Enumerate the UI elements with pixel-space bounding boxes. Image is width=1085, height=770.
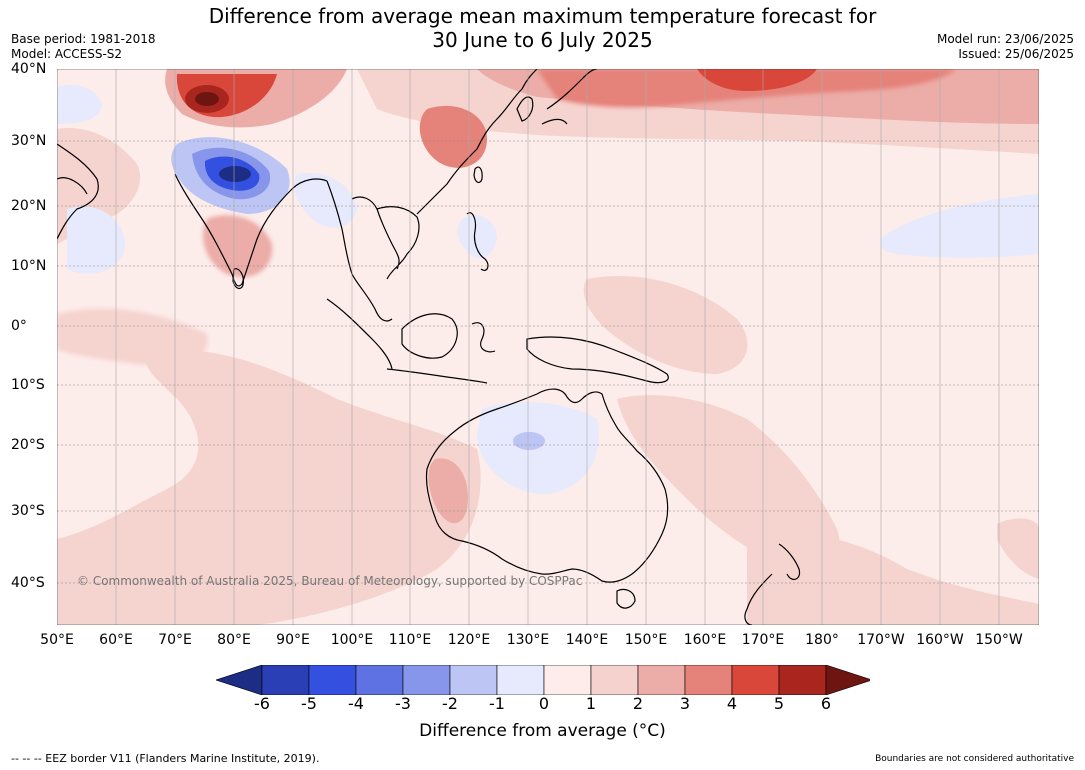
lat-tick-label: 20°N [11, 198, 47, 214]
lon-tick-label: 130°E [506, 632, 550, 648]
lon-tick-label: 150°E [624, 632, 668, 648]
meridians [115, 69, 1000, 625]
anomaly-region-west-ocean-cool [67, 206, 126, 274]
anomaly-region-east-pacific [997, 518, 1039, 579]
anomaly-region-peak-hottest [195, 92, 219, 106]
lat-tick-label: 30°S [11, 503, 45, 519]
colorbar-tick-label: 6 [820, 694, 832, 713]
eez-legend: -- -- -- EEZ border V11 (Flanders Marine… [11, 752, 320, 765]
lon-tick-label: 160°E [683, 632, 727, 648]
anomaly-region-pacific-hot [697, 69, 817, 91]
lon-tick-label: 110°E [388, 632, 432, 648]
lon-tick-label: 170°E [741, 632, 785, 648]
colorbar-segment [731, 665, 780, 695]
lon-tick-label: 100°E [330, 632, 374, 648]
lon-tick-label: 150°W [975, 632, 1023, 648]
colorbar-title: Difference from average (°C) [419, 721, 666, 741]
colorbar-arrow-low [216, 665, 263, 695]
colorbar-tick-label: 2 [632, 694, 644, 713]
title-line-1: Difference from average mean maximum tem… [208, 4, 877, 28]
anomaly-region-wa-warm [428, 458, 468, 524]
meta-left: Base period: 1981-2018 Model: ACCESS-S2 [11, 32, 156, 62]
anomaly-region-nt-cooler [513, 432, 545, 450]
colorbar-tick-label: -2 [442, 694, 458, 713]
anomaly-map [57, 69, 1039, 625]
colorbar-tick-label: -5 [301, 694, 317, 713]
colorbar-tick-label: 3 [679, 694, 691, 713]
colorbar-tick-label: 1 [585, 694, 597, 713]
lat-tick-label: 40°S [11, 575, 45, 591]
anomaly-region-south-india [203, 215, 273, 278]
lon-tick-label: 70°E [158, 632, 192, 648]
colorbar-segment [402, 665, 451, 695]
lat-tick-label: 40°N [11, 61, 47, 77]
colorbar-segment [261, 665, 310, 695]
anomaly-region-coral-sea [617, 395, 840, 570]
colorbar-tick-label: -4 [348, 694, 364, 713]
anomaly-region-south-indian-ocean [57, 350, 481, 625]
anomaly-region-cool-west [57, 84, 102, 124]
anomaly-region-china-east [419, 105, 487, 168]
colorbar-segment [637, 665, 686, 695]
anomaly-region-bengal [293, 173, 357, 228]
lat-tick-label: 10°S [11, 377, 45, 393]
lon-tick-label: 140°E [565, 632, 609, 648]
model-name: Model: ACCESS-S2 [11, 47, 123, 61]
coastlines [57, 69, 801, 625]
boundary-disclaimer: Boundaries are not considered authoritat… [875, 754, 1074, 764]
lon-tick-label: 80°E [217, 632, 251, 648]
colorbar-tick-label: 0 [538, 694, 550, 713]
colorbar-tick-label: 5 [773, 694, 785, 713]
colorbar-segment [449, 665, 498, 695]
colorbar-tick-label: 4 [726, 694, 738, 713]
issued-date: Issued: 25/06/2025 [958, 47, 1074, 61]
colorbar-tick-label: -3 [395, 694, 411, 713]
base-period: Base period: 1981-2018 [11, 32, 156, 46]
lat-tick-label: 30°N [11, 133, 47, 149]
colorbar-arrow-high [825, 665, 870, 695]
title-line-2: 30 June to 6 July 2025 [432, 28, 653, 52]
lat-tick-label: 20°S [11, 437, 45, 453]
colorbar-segment [355, 665, 404, 695]
copyright-notice: © Commonwealth of Australia 2025, Bureau… [77, 574, 583, 588]
anomaly-region-philippines-cool [457, 215, 497, 259]
lon-tick-label: 60°E [99, 632, 133, 648]
meta-right: Model run: 23/06/2025 Issued: 25/06/2025 [937, 32, 1074, 62]
lon-tick-label: 50°E [40, 632, 74, 648]
lon-tick-label: 170°W [857, 632, 905, 648]
colorbar [216, 665, 870, 695]
lon-tick-label: 160°W [916, 632, 964, 648]
lon-tick-label: 90°E [276, 632, 310, 648]
anomaly-region-india-coldest [219, 166, 251, 182]
lon-tick-label: 180° [805, 632, 839, 648]
colorbar-segment [543, 665, 592, 695]
model-run: Model run: 23/06/2025 [936, 32, 1074, 46]
colorbar-segment [590, 665, 639, 695]
colorbar-tick-label: -1 [489, 694, 505, 713]
lat-tick-label: 10°N [11, 258, 47, 274]
colorbar-tick-label: -6 [254, 694, 270, 713]
colorbar-segment [308, 665, 357, 695]
colorbar-segment [684, 665, 733, 695]
anomaly-region-tasman [747, 533, 1039, 625]
colorbar-segment [778, 665, 827, 695]
map-title: Difference from average mean maximum tem… [0, 4, 1085, 52]
lat-tick-label: 0° [11, 318, 27, 334]
anomaly-region-png-north [583, 275, 748, 374]
colorbar-segment [496, 665, 545, 695]
lon-tick-label: 120°E [447, 632, 491, 648]
